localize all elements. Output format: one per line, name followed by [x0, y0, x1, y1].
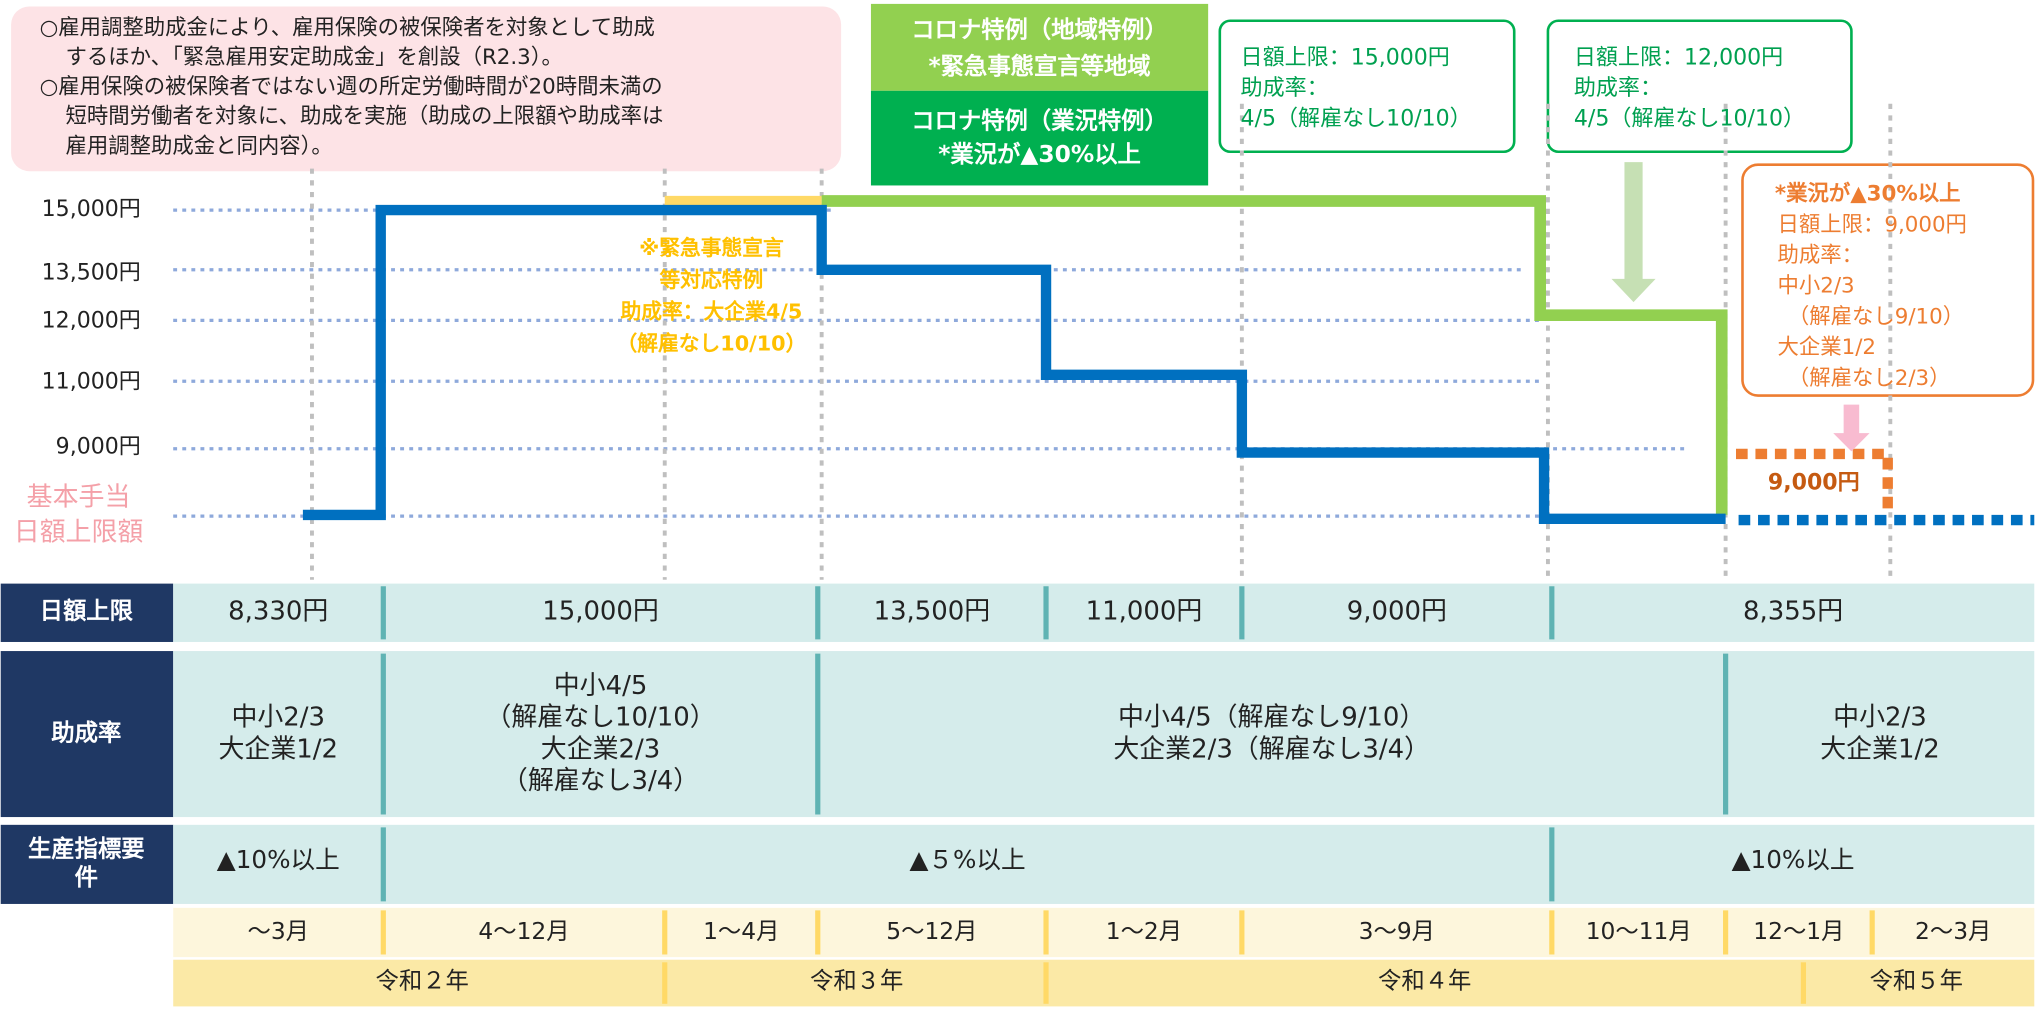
- box-text: 4/5（解雇なし10/10）: [1574, 106, 1805, 131]
- year-cell: 令和４年: [1378, 966, 1471, 994]
- limit-cell: 8,355円: [1743, 597, 1843, 627]
- note-line: ○雇用保険の被保険者ではない週の所定労働時間が20時間未満の: [40, 75, 663, 100]
- box-text: （解雇なし2/3）: [1788, 366, 1951, 391]
- box-text: 助成率：: [1574, 76, 1662, 101]
- month-cell: 3～9月: [1359, 917, 1435, 945]
- note-line: 雇用調整助成金と同内容）。: [66, 134, 333, 159]
- table-header: 生産指標要件: [28, 834, 145, 891]
- rate-cell: 大企業1/2: [219, 734, 338, 764]
- y-label: 11,000円: [42, 370, 141, 395]
- box-15000: [1218, 19, 1516, 154]
- index-cell: ▲10%以上: [1732, 845, 1855, 874]
- year-cell: 令和２年: [376, 966, 469, 994]
- limit-cell: 8,330円: [228, 597, 328, 627]
- table-header: 助成率: [51, 719, 121, 747]
- cell: [173, 651, 2035, 818]
- index-cell: ▲10%以上: [217, 845, 340, 874]
- rate-cell: 大企業2/3: [541, 734, 660, 764]
- note-box: [11, 6, 842, 172]
- cell: [0, 583, 174, 642]
- cell: [0, 824, 174, 904]
- header-line: 生産指標要: [28, 834, 145, 862]
- rate-cell: （解雇なし3/4）: [502, 766, 699, 796]
- badge-text: *緊急事態宣言等地域: [928, 52, 1150, 80]
- note-line: 短時間労働者を対象に、助成を実施（助成の上限額や助成率は: [66, 104, 664, 129]
- month-cell: 4～12月: [478, 917, 569, 945]
- emergency-note: ※緊急事態宣言: [639, 236, 784, 260]
- arrow-green: [1611, 162, 1656, 303]
- month-cell: 12～1月: [1753, 917, 1844, 945]
- cell: [173, 824, 2035, 904]
- limit-cell: 9,000円: [1347, 597, 1447, 627]
- badge-business: [870, 90, 1209, 186]
- badge-text: コロナ特例（地域特例）: [911, 16, 1168, 44]
- table-header: 日額上限: [40, 597, 134, 625]
- limit-cell: 15,000円: [542, 597, 659, 627]
- cell: [173, 959, 2035, 1007]
- y-label: 9,000円: [56, 434, 141, 459]
- cell: [173, 583, 2035, 642]
- box-text: 4/5（解雇なし10/10）: [1241, 106, 1472, 131]
- box-text: 助成率：: [1241, 76, 1329, 101]
- special-line: [821, 195, 1728, 515]
- box-text: 日額上限：12,000円: [1574, 45, 1783, 70]
- limit-cell: 11,000円: [1086, 597, 1203, 627]
- emergency-note: （解雇なし10/10）: [617, 331, 807, 355]
- orange-line: [1735, 448, 1893, 513]
- box-text: *業況が▲30%以上: [1775, 181, 1961, 207]
- h-guides: [173, 208, 1726, 518]
- limit-line: [302, 204, 1726, 524]
- y-label: 12,000円: [42, 309, 141, 334]
- box-text: 日額上限：9,000円: [1777, 212, 1966, 237]
- box-text: 大企業1/2: [1777, 335, 1876, 360]
- box-12000: [1546, 19, 1853, 154]
- rate-cell: 中小2/3: [231, 703, 325, 733]
- limit-cell: 13,500円: [874, 597, 991, 627]
- base-label: 日額上限額: [14, 518, 144, 548]
- rate-cell: （解雇なし10/10）: [485, 703, 715, 733]
- year-cell: 令和３年: [810, 966, 903, 994]
- year-cell: 令和５年: [1870, 966, 1963, 994]
- month-cell: 2～3月: [1915, 917, 1991, 945]
- base-label: 基本手当: [27, 483, 131, 513]
- note-line: ○雇用調整助成金により、雇用保険の被保険者を対象として助成: [40, 16, 655, 41]
- y-label: 13,500円: [42, 261, 141, 286]
- box-orange: [1741, 163, 2035, 397]
- y-label: 15,000円: [42, 197, 141, 222]
- note-line: するほか、「緊急雇用安定助成金」を創設（R2.3）。: [66, 45, 563, 70]
- month-cell: 5～12月: [886, 917, 977, 945]
- month-cell: ～3月: [248, 917, 310, 945]
- badge-text: *業況が▲30%以上: [938, 140, 1141, 168]
- orange-value: 9,000円: [1768, 471, 1860, 496]
- box-text: （解雇なし9/10）: [1788, 304, 1964, 329]
- box-text: 日額上限：15,000円: [1241, 45, 1450, 70]
- month-cell: 1～4月: [703, 917, 779, 945]
- emergency-note: 助成率：大企業4/5: [621, 300, 803, 324]
- box-text: 中小2/3: [1777, 274, 1854, 299]
- rate-cell: 中小4/5（解雇なし9/10）: [1118, 703, 1425, 733]
- rate-cell: 中小2/3: [1833, 703, 1927, 733]
- header-line: 件: [75, 863, 98, 891]
- index-cell: ▲５%以上: [909, 845, 1025, 874]
- badge-region: [870, 3, 1209, 91]
- month-cell: 10～11月: [1586, 917, 1692, 945]
- emergency-note: 等対応特例: [660, 268, 764, 292]
- rate-cell: 中小4/5: [554, 671, 648, 701]
- rate-cell: 大企業2/3（解雇なし3/4）: [1113, 734, 1430, 764]
- rate-cell: 大企業1/2: [1820, 734, 1939, 764]
- arrow-pink: [1833, 404, 1870, 452]
- badge-text: コロナ特例（業況特例）: [911, 106, 1168, 134]
- cell: [0, 651, 174, 818]
- box-text: 助成率：: [1777, 243, 1863, 268]
- month-cell: 1～2月: [1106, 917, 1182, 945]
